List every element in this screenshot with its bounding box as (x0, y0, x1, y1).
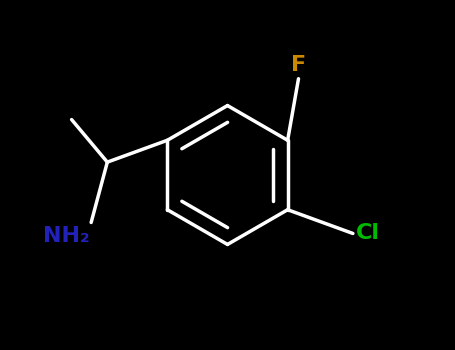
Text: F: F (291, 55, 306, 75)
Text: NH₂: NH₂ (43, 226, 90, 246)
Text: Cl: Cl (356, 223, 379, 244)
